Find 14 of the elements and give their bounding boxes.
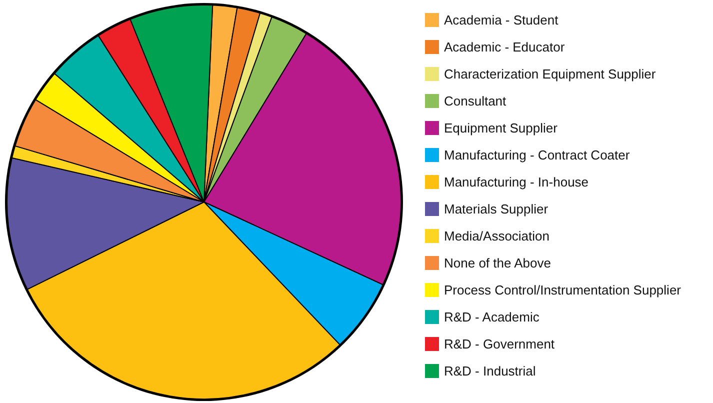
legend-label: Characterization Equipment Supplier <box>444 66 656 82</box>
legend-label: None of the Above <box>444 256 551 270</box>
legend-label: Materials Supplier <box>444 202 549 216</box>
legend-label: R&D - Industrial <box>444 364 536 378</box>
legend-label: R&D - Government <box>444 336 555 352</box>
legend-label: Manufacturing - Contract Coater <box>444 148 630 162</box>
legend-label: Academic - Educator <box>444 40 566 54</box>
legend-label: R&D - Academic <box>444 310 540 324</box>
legend-label: Consultant <box>444 94 507 108</box>
legend-label: Process Control/Instrumentation Supplier <box>444 282 682 298</box>
legend-label: Equipment Supplier <box>444 120 558 136</box>
legend-label: Academia - Student <box>444 12 559 28</box>
legend-label: Manufacturing - In-house <box>444 174 589 190</box>
legend-label: Media/Association <box>444 228 550 244</box>
